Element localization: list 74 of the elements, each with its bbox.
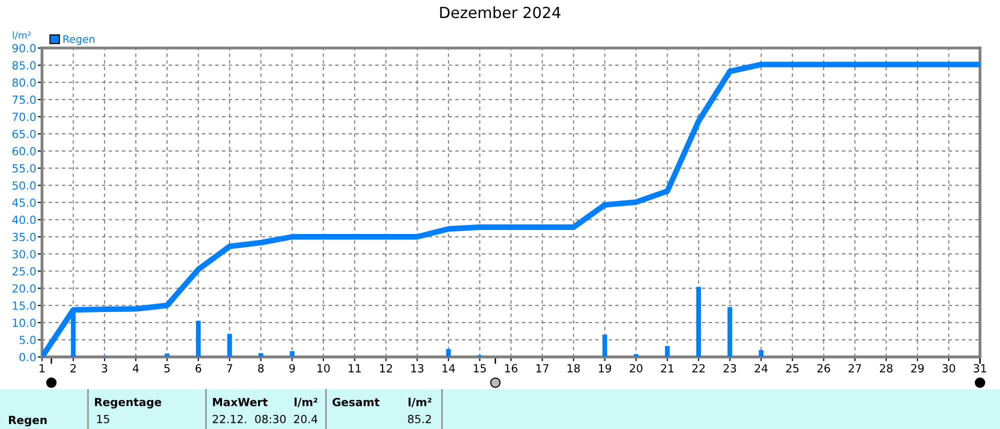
bar — [602, 334, 608, 357]
y-tick-label: 15.0 — [12, 301, 36, 310]
x-tick-label: 10 — [318, 364, 330, 372]
x-tick-label: 12 — [380, 364, 392, 372]
x-tick-label: 4 — [132, 364, 139, 372]
y-tick-label: 35.0 — [12, 232, 36, 242]
x-tick-label: 30 — [942, 364, 956, 372]
y-tick-label: 70.0 — [12, 112, 36, 122]
bar — [164, 353, 170, 357]
x-tick-label: 24 — [754, 364, 768, 372]
x-tick-label: 18 — [568, 364, 580, 372]
y-tick-label: 65.0 — [12, 130, 36, 138]
bar — [227, 334, 232, 357]
y-tick-label: 60.0 — [12, 146, 36, 156]
y-tick-label: 10.0 — [12, 318, 36, 327]
text: MaxWert — [213, 398, 268, 406]
chart-title: Dezember 2024 — [440, 6, 560, 18]
x-tick-label: 6 — [196, 364, 202, 372]
y-tick-label: 20.0 — [12, 284, 36, 293]
x-tick-label: 1 — [40, 364, 45, 372]
text: Regentage — [95, 398, 162, 408]
bar — [290, 351, 294, 357]
x-tick-label: 17 — [536, 364, 548, 372]
x-tick-label: 20 — [630, 364, 642, 372]
x-tick-label: 27 — [848, 364, 862, 372]
x-tick-label: 7 — [226, 364, 232, 372]
text: l/m² — [294, 398, 318, 408]
y-tick-label: 25.0 — [12, 267, 36, 276]
bar — [446, 349, 451, 357]
y-tick-label: 0.0 — [20, 352, 36, 362]
x-tick-label: 25 — [786, 364, 798, 372]
text: Regen — [9, 416, 47, 426]
bar — [634, 354, 638, 357]
bar — [196, 320, 201, 357]
text: l/m² — [408, 398, 432, 408]
y-tick-label: 45.0 — [12, 198, 36, 207]
x-tick-label: 28 — [880, 364, 893, 372]
y-tick-label: 80.0 — [12, 78, 36, 87]
x-tick-label: 26 — [817, 364, 830, 372]
y-tick-label: 30.0 — [12, 250, 36, 258]
y-tick-label: 90.0 — [12, 44, 36, 52]
y-tick-label: 75.0 — [12, 96, 36, 104]
text: 15 — [97, 414, 110, 424]
x-tick-label: 19 — [598, 364, 612, 372]
x-tick-label: 8 — [258, 364, 264, 372]
y-tick-label: 40.0 — [12, 216, 36, 224]
x-tick-label: 16 — [505, 364, 518, 372]
text: 20.4 — [294, 414, 318, 424]
text: Gesamt — [332, 398, 380, 406]
y-tick-label: 50.0 — [12, 181, 36, 190]
x-tick-label: 9 — [289, 364, 295, 372]
bar — [758, 350, 764, 357]
x-tick-label: 31 — [974, 364, 986, 372]
legend-label: Regen — [64, 35, 94, 46]
x-tick-label: 22 — [692, 364, 705, 372]
x-tick-label: 3 — [102, 364, 108, 372]
x-tick-label: 11 — [348, 364, 361, 372]
x-tick-label: 5 — [164, 364, 170, 372]
y-tick-label: 5.0 — [20, 336, 36, 344]
bar — [728, 307, 732, 357]
x-tick-label: 2 — [70, 364, 76, 372]
text: 22.12. 08:30 — [212, 414, 286, 424]
bar — [696, 286, 701, 357]
x-tick-label: 23 — [724, 364, 736, 372]
x-tick-label: 15 — [474, 364, 486, 372]
y-tick-label: 55.0 — [12, 164, 36, 173]
x-tick-label: 14 — [442, 364, 455, 372]
bar — [664, 346, 670, 357]
x-tick-label: 13 — [411, 364, 424, 372]
y-tick-label: 85.0 — [12, 61, 36, 70]
y-axis-title: l/m² — [12, 31, 31, 40]
text: 85.2 — [408, 414, 431, 424]
x-tick-label: 29 — [911, 364, 924, 372]
x-tick-label: 21 — [661, 364, 674, 372]
